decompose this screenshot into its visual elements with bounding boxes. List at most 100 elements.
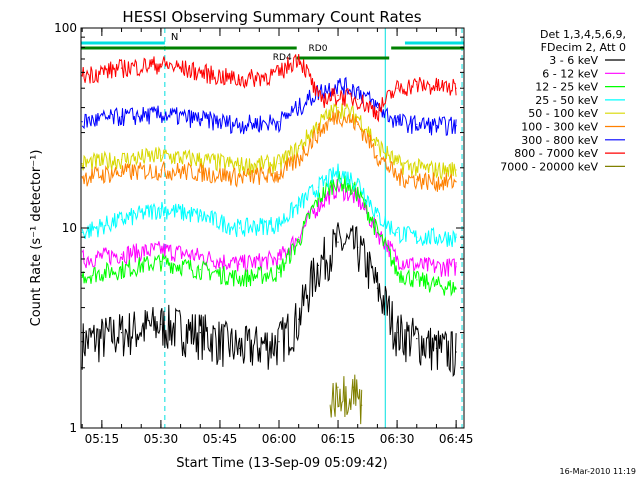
series-3-point [160,208,162,210]
series-2-point [455,287,457,289]
x-tick-label: 06:00 [262,432,297,446]
x-tick-label: 06:45 [439,432,474,446]
series-3-point [239,227,241,229]
series-6-point [376,107,378,109]
series-7-point [81,74,83,76]
series-7-point [376,111,378,113]
series-2-point [81,274,83,276]
series-6-point [239,123,241,125]
series-7-point [396,87,398,89]
series-7-point [317,98,319,100]
series-6-point [435,125,437,127]
series-1-point [337,186,339,188]
legend-header-line: FDecim 2, Att 0 [541,41,626,54]
series-8-point [337,386,339,388]
series-3-point [396,231,398,234]
series-4-point [337,107,339,109]
series-0-point [416,338,418,340]
series-4-point [278,163,280,165]
series-5-point [357,123,359,125]
series-7-point [337,94,339,96]
series-0-point [120,332,123,334]
series-8-point [345,392,347,394]
series-5-point [435,181,437,183]
series-line-7 [81,54,457,123]
x-tick-label: 05:45 [203,432,238,446]
series-3-point [120,219,123,221]
saa-label-rd0: RD0 [309,44,328,54]
series-1-point [298,236,300,238]
series-2-point [239,277,241,279]
series-3-point [278,223,280,225]
legend-label: 12 - 25 keV [535,81,598,94]
series-8-point [361,404,363,406]
series-6-point [199,118,201,120]
series-2-point [120,268,123,271]
y-tick-label: 10 [62,221,77,235]
series-0-point [357,246,359,248]
series-0-point [160,323,162,325]
series-1-point [317,204,319,206]
series-3-point [298,204,300,206]
series-5-point [160,169,162,171]
series-6-point [357,89,359,91]
series-1-point [435,266,437,268]
series-3-point [199,215,201,217]
series-4-point [357,116,359,118]
plot-area: N RD4 RD0 [80,28,464,428]
series-8-point [329,404,331,406]
series-3-point [357,181,359,183]
series-5-point [298,158,300,161]
series-line-5 [81,109,457,192]
series-2-point [278,271,280,273]
series-7-point [416,84,418,86]
series-5-point [376,155,378,157]
x-axis-label: Start Time (13-Sep-09 05:09:42) [176,456,387,471]
legend-label: 800 - 7000 keV [514,147,598,160]
series-3-point [317,186,319,188]
series-0-point [455,351,457,353]
series-8-point [353,386,355,388]
series-1-point [120,253,123,255]
series-3-point [81,231,83,234]
series-0-point [239,347,241,349]
series-line-2 [81,171,457,297]
legend-label: 25 - 50 keV [535,94,598,107]
series-5-point [416,178,418,180]
series-4-point [455,169,457,171]
series-7-point [455,87,457,89]
series-7-point [357,98,359,100]
series-1-point [278,258,280,260]
series-line-0 [81,222,457,377]
series-0-point [278,341,280,343]
saa-label-rd4: RD4 [273,53,292,63]
y-tick-label: 1 [69,421,77,435]
legend-label: 7000 - 20000 keV [500,160,598,173]
series-6-point [81,121,83,123]
series-1-point [160,249,162,251]
y-tick-label: 100 [54,21,77,35]
series-0-point [396,332,398,334]
series-line-1 [81,179,457,277]
legend: Det 1,3,4,5,6,9,FDecim 2, Att 03 - 6 keV… [500,28,626,173]
series-7-point [199,71,201,73]
series-5-point [199,171,201,173]
x-tick-label: 05:15 [85,432,120,446]
timestamp: 16-Mar-2010 11:19 [560,467,637,476]
series-line-6 [81,76,457,136]
series-4-point [298,147,300,149]
series-7-point [120,67,123,69]
series-6-point [120,116,123,118]
series-line-8 [329,374,363,425]
legend-label: 300 - 800 keV [521,134,598,147]
series-2-point [160,260,162,263]
night-label: N [171,32,178,43]
series-3-point [337,171,339,173]
series-5-point [278,174,280,176]
series-4-point [435,169,437,171]
series-2-point [416,279,418,281]
series-0-point [81,341,83,343]
series-6-point [337,84,339,86]
series-0-point [298,318,300,320]
series-line-3 [81,163,457,248]
